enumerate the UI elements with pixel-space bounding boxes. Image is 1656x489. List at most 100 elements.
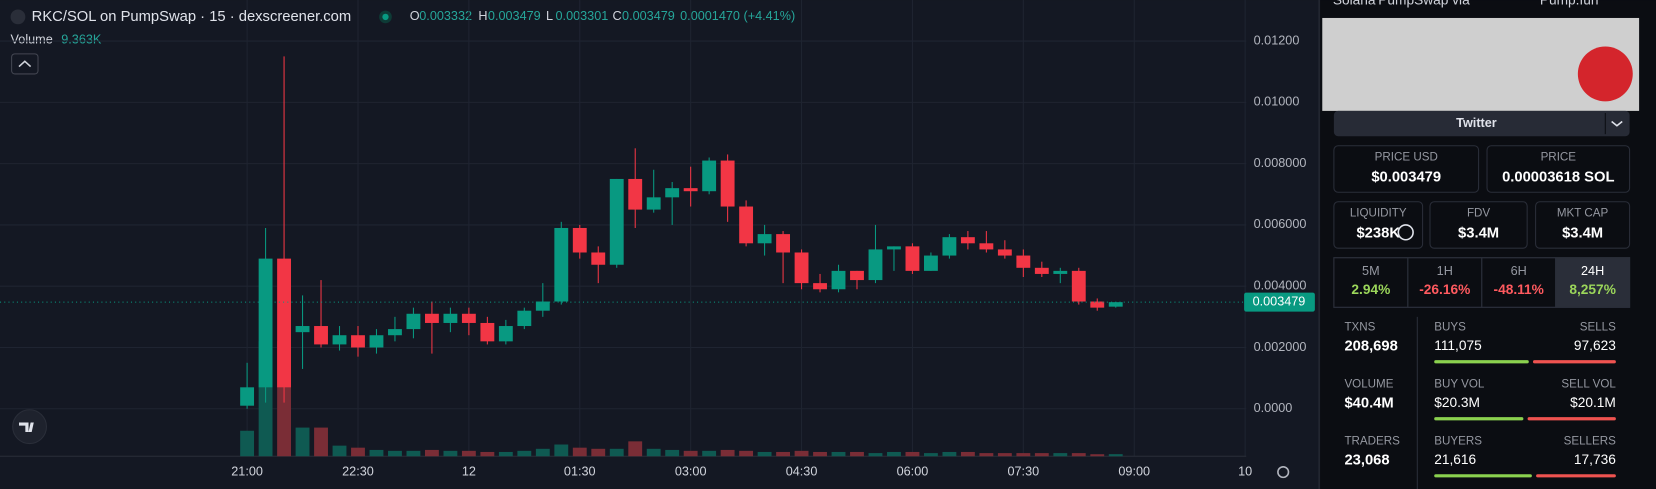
dropdown-icon[interactable]	[1611, 120, 1623, 127]
legend-key: C	[613, 9, 622, 23]
sell-bar	[1536, 474, 1616, 478]
breadcrumb[interactable]: via	[1452, 0, 1470, 8]
buy-value: 21,616	[1434, 452, 1476, 467]
settings-icon[interactable]	[1277, 466, 1290, 479]
legend-value: 0.003479	[488, 9, 541, 23]
token-icon	[10, 9, 26, 25]
tab[interactable]	[1555, 257, 1631, 308]
banner-art	[1577, 46, 1633, 102]
tab-label[interactable]: 5M	[1362, 264, 1380, 278]
sell-bar	[1533, 360, 1616, 364]
buy-value: $20.3M	[1434, 395, 1480, 410]
stat-value: $238K	[1356, 225, 1400, 241]
candle-body	[388, 329, 402, 336]
y-tick-label: 0.002000	[1254, 340, 1307, 354]
tv-logo-mark	[19, 422, 34, 432]
status-dot	[382, 13, 389, 21]
tab-label[interactable]: 24H	[1581, 264, 1604, 278]
volume-bar	[535, 448, 550, 457]
sell-value: 97,623	[1574, 338, 1616, 353]
candle-body	[1071, 270, 1086, 302]
y-tick-label: 0.01000	[1254, 95, 1300, 109]
stat-label: PRICE	[1541, 150, 1577, 163]
candle-body	[498, 326, 513, 342]
volume-bar	[314, 427, 328, 457]
volume-bar	[406, 450, 421, 457]
candle-body	[535, 301, 550, 311]
candle-body	[1053, 270, 1068, 274]
volume-bar	[369, 449, 384, 457]
tab-value[interactable]: 2.94%	[1351, 282, 1390, 297]
tab-label[interactable]: 6H	[1511, 264, 1527, 278]
candle-body	[240, 387, 255, 406]
candle-body	[461, 313, 476, 323]
volume-bar	[609, 448, 624, 457]
volume-bar	[351, 447, 365, 457]
volume-bar	[923, 453, 938, 457]
breadcrumb[interactable]: PumpSwap	[1378, 0, 1449, 8]
x-tick-label: 22:30	[342, 464, 374, 478]
twitter-label[interactable]: Twitter	[1456, 116, 1497, 130]
buy-bar	[1434, 474, 1532, 478]
volume-bar	[757, 451, 772, 457]
candle-body	[572, 227, 587, 253]
stat-value: 0.00003618 SOL	[1502, 169, 1614, 185]
buy-value: 111,075	[1434, 338, 1482, 353]
stat-value: $3.4M	[1458, 225, 1499, 241]
volume-bar	[942, 451, 957, 457]
candle-body	[702, 160, 717, 192]
tab-label[interactable]: 1H	[1437, 264, 1453, 278]
volume-bar	[739, 450, 754, 457]
volume-bar	[572, 447, 587, 457]
lock-icon	[1397, 224, 1414, 241]
candle-body	[960, 237, 975, 244]
stat-total: 23,068	[1344, 452, 1389, 468]
candle-body	[942, 237, 957, 256]
candle-body	[646, 197, 661, 210]
volume-bar	[332, 445, 347, 457]
breadcrumb[interactable]: Solana	[1333, 0, 1376, 8]
volume-bar	[424, 449, 439, 457]
volume-bar	[240, 430, 255, 457]
volume-label: Volume	[11, 32, 53, 46]
stat-label: TXNS	[1344, 320, 1375, 333]
tab-value[interactable]: -48.11%	[1494, 282, 1544, 297]
stat-card	[1486, 145, 1631, 193]
stat-label: VOLUME	[1344, 377, 1393, 390]
tab-value[interactable]: -26.16%	[1419, 282, 1470, 297]
volume-bar	[498, 451, 513, 457]
candle-body	[665, 188, 680, 198]
candle-body	[887, 246, 901, 250]
candle-body	[1090, 301, 1105, 308]
chart-title: RKC/SOL on PumpSwap · 15 · dexscreener.c…	[32, 9, 352, 25]
candle-body	[351, 335, 365, 348]
volume-bar	[1108, 454, 1123, 457]
candle-body	[609, 178, 624, 265]
stat-label: PRICE USD	[1375, 150, 1438, 163]
stat-value: $3.4M	[1562, 225, 1603, 241]
volume-bar	[1053, 453, 1068, 457]
buy-label: BUYERS	[1434, 435, 1482, 448]
collapse-button[interactable]	[11, 53, 39, 75]
candle-body	[314, 326, 328, 345]
x-tick-label: 04:30	[786, 464, 818, 478]
x-tick-label: 03:00	[675, 464, 707, 478]
buy-bar	[1434, 360, 1529, 364]
tab-value[interactable]: 8,257%	[1569, 282, 1616, 297]
volume-bar	[591, 448, 606, 457]
stat-card	[1429, 201, 1528, 249]
twitter-button[interactable]	[1333, 110, 1630, 137]
candle-body	[720, 160, 735, 207]
candle-body	[1034, 267, 1049, 274]
volume-bar	[813, 451, 827, 457]
candle-body	[443, 313, 458, 323]
sell-label: SELL VOL	[1561, 377, 1616, 390]
legend-key: L	[546, 9, 553, 23]
volume-value: 9.363K	[61, 32, 102, 46]
stat-card	[1333, 201, 1424, 249]
candle-body	[591, 252, 606, 265]
candle-body	[813, 283, 827, 290]
breadcrumb[interactable]: Pump.fun	[1540, 0, 1599, 8]
